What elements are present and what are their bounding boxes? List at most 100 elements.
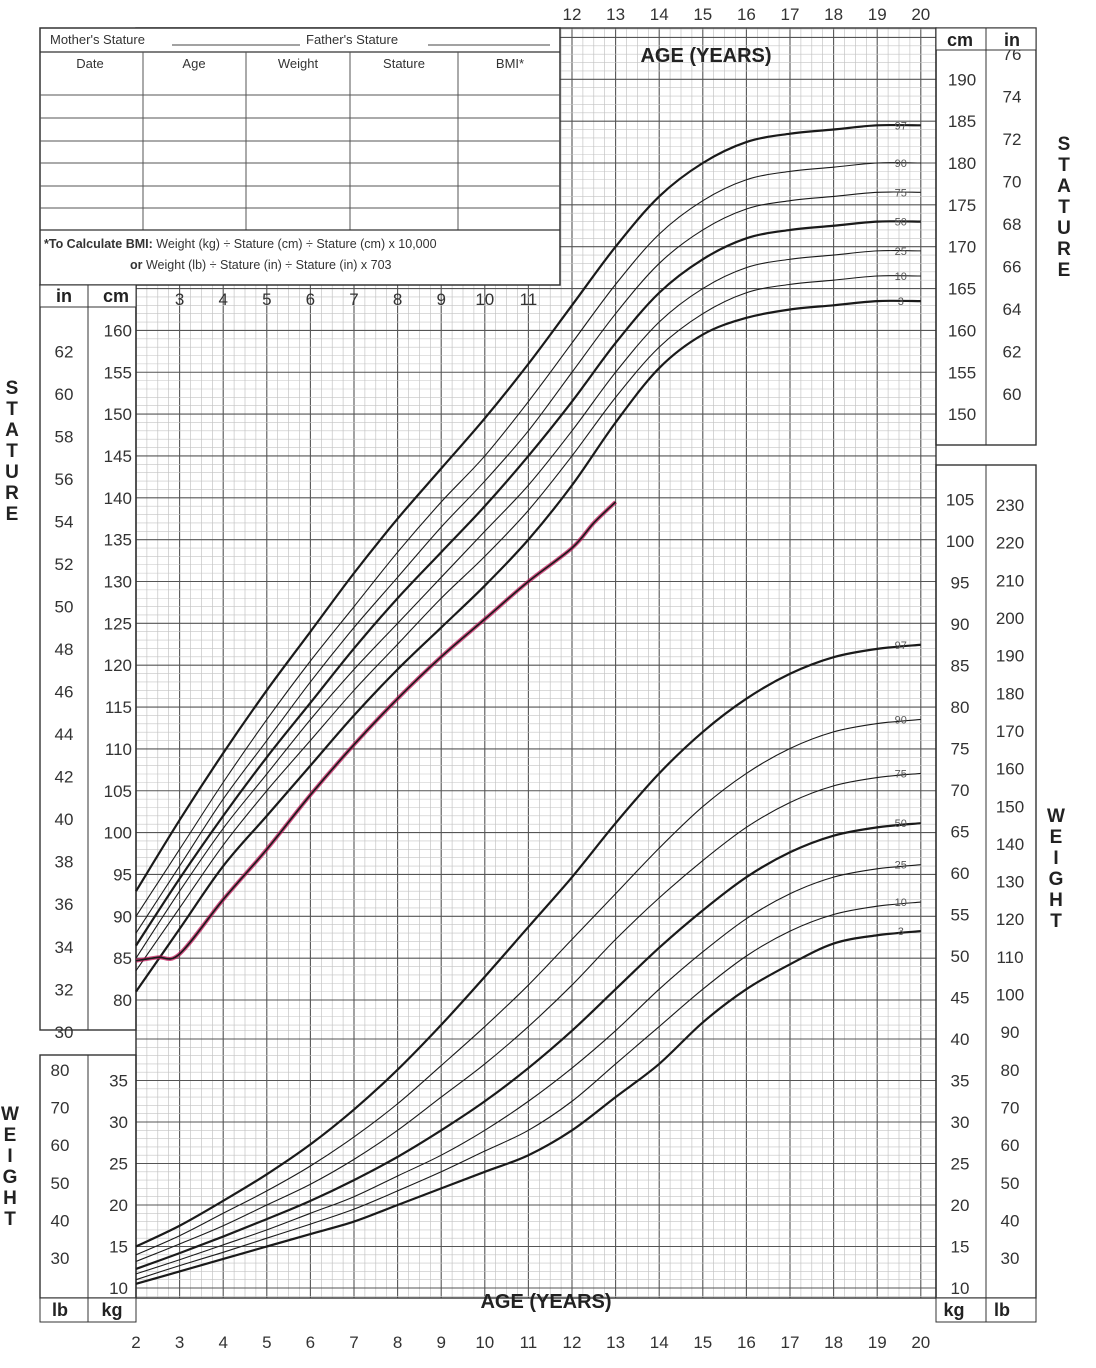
stature-curve-p25 [135, 250, 921, 959]
stature-cm-right-175: 175 [948, 196, 976, 215]
x-tick-top-16: 16 [737, 5, 756, 24]
stature-in-left-40: 40 [55, 810, 74, 829]
weight-lb-right-140: 140 [996, 835, 1024, 854]
weight-kg-right-30: 30 [951, 1113, 970, 1132]
x-tick-top-18: 18 [824, 5, 843, 24]
stature-cm-left-155: 155 [104, 363, 132, 382]
stature-in-left-44: 44 [55, 725, 74, 744]
stature-title-left-letter: U [5, 462, 19, 483]
weight-lb-right-70: 70 [1001, 1098, 1020, 1117]
fathers-stature-label: Father's Stature [306, 32, 398, 47]
stature-cm-left-100: 100 [104, 824, 132, 843]
stature-cm-right-165: 165 [948, 280, 976, 299]
stature-title-left-letter: S [6, 378, 19, 399]
weight-lb-right-120: 120 [996, 910, 1024, 929]
stature-in-left-36: 36 [55, 895, 74, 914]
stature-in-right-64: 64 [1003, 300, 1022, 319]
weight-kg-left-30: 30 [109, 1113, 128, 1132]
stature-title-right-letter: U [1057, 218, 1071, 239]
x-tick-stature-row-6: 6 [306, 290, 315, 309]
stature-in-left-58: 58 [55, 428, 74, 447]
x-tick-bottom-2: 2 [131, 1333, 140, 1352]
unit-box-kg-right [935, 1297, 987, 1323]
x-tick-bottom-15: 15 [693, 1333, 712, 1352]
stature-cm-left-145: 145 [104, 447, 132, 466]
weight-lb-right-220: 220 [996, 534, 1024, 553]
weight-kg-right-80: 80 [951, 698, 970, 717]
stature-curve-p3 [135, 299, 921, 993]
weight-kg-right-105: 105 [946, 491, 974, 510]
stature-curve-p90 [135, 162, 921, 917]
stature-in-right-74: 74 [1003, 87, 1022, 106]
x-tick-top-13: 13 [606, 5, 625, 24]
weight-kg-right-25: 25 [951, 1155, 970, 1174]
bmi-note-line2: or Weight (lb) ÷ Stature (in) ÷ Stature … [130, 258, 392, 272]
stature-cm-left-110: 110 [105, 740, 132, 759]
weight-lb-left-50: 50 [51, 1174, 70, 1193]
weight-kg-right-85: 85 [951, 657, 970, 676]
stature-title-left-letter: A [5, 420, 19, 441]
weight-title-left-letter: T [4, 1209, 16, 1230]
stature-cm-right-170: 170 [948, 238, 976, 257]
stature-curve-label-p25: 25 [895, 246, 907, 258]
weight-title-right-letter: G [1049, 869, 1064, 890]
record-form-box [39, 27, 561, 286]
weight-lb-left-60: 60 [51, 1136, 70, 1155]
stature-in-right-72: 72 [1003, 130, 1022, 149]
x-tick-bottom-10: 10 [475, 1333, 494, 1352]
weight-kg-left-25: 25 [109, 1155, 128, 1174]
x-tick-stature-row-8: 8 [393, 290, 402, 309]
stature-in-left-42: 42 [55, 768, 74, 787]
x-tick-top-12: 12 [563, 5, 582, 24]
unit-headers: in cm cm in lb kg kg lb [39, 27, 1037, 1323]
weight-lb-right-210: 210 [996, 571, 1024, 590]
stature-title-left-letter: E [6, 504, 19, 525]
stature-in-left-60: 60 [55, 385, 74, 404]
stature-in-left-32: 32 [55, 980, 74, 999]
weight-kg-right-35: 35 [951, 1072, 970, 1091]
x-tick-bottom-5: 5 [262, 1333, 271, 1352]
unit-kg-left: kg [101, 1300, 122, 1320]
x-tick-bottom-20: 20 [911, 1333, 930, 1352]
weight-lb-right-90: 90 [1001, 1023, 1020, 1042]
x-tick-stature-row-11: 11 [520, 290, 538, 309]
stature-cm-left-95: 95 [113, 865, 132, 884]
stature-in-left-46: 46 [55, 683, 74, 702]
weight-kg-left-10: 10 [109, 1279, 128, 1298]
x-tick-top-17: 17 [781, 5, 800, 24]
x-tick-bottom-12: 12 [563, 1333, 582, 1352]
weight-kg-left-35: 35 [109, 1072, 128, 1091]
unit-cm-left: cm [103, 286, 129, 306]
x-tick-bottom-6: 6 [306, 1333, 315, 1352]
weight-lb-left-40: 40 [51, 1211, 70, 1230]
stature-in-left-56: 56 [55, 470, 74, 489]
weight-title-right-letter: H [1049, 890, 1063, 911]
stature-cm-left-140: 140 [104, 489, 132, 508]
stature-title-right-letter: S [1058, 134, 1071, 155]
form-col-weight: Weight [278, 56, 319, 71]
form-col-stature: Stature [383, 56, 425, 71]
unit-box-lb-right [985, 1297, 1037, 1323]
weight-curve-label-p50: 50 [895, 818, 907, 830]
weight-lb-right-40: 40 [1001, 1211, 1020, 1230]
weight-kg-right-45: 45 [951, 989, 970, 1008]
x-tick-top-15: 15 [693, 5, 712, 24]
weight-lb-right-130: 130 [996, 873, 1024, 892]
age-axis-title-bottom: AGE (YEARS) [480, 1291, 611, 1313]
weight-kg-right-55: 55 [951, 906, 970, 925]
weight-lb-left-80: 80 [51, 1061, 70, 1080]
stature-cm-left-120: 120 [104, 656, 132, 675]
unit-box-kg-left [87, 1297, 137, 1323]
weight-title-right-letter: T [1050, 911, 1062, 932]
stature-curve-p97 [135, 123, 921, 892]
x-tick-bottom-16: 16 [737, 1333, 756, 1352]
stature-title-left-letter: T [6, 399, 18, 420]
weight-kg-right-20: 20 [951, 1196, 970, 1215]
stature-in-left-50: 50 [55, 598, 74, 617]
weight-title-left-letter: E [4, 1125, 17, 1146]
stature-cm-right-190: 190 [948, 70, 976, 89]
x-tick-bottom-11: 11 [520, 1333, 538, 1352]
weight-title-right-letter: I [1053, 848, 1058, 869]
x-tick-stature-row-4: 4 [218, 290, 227, 309]
